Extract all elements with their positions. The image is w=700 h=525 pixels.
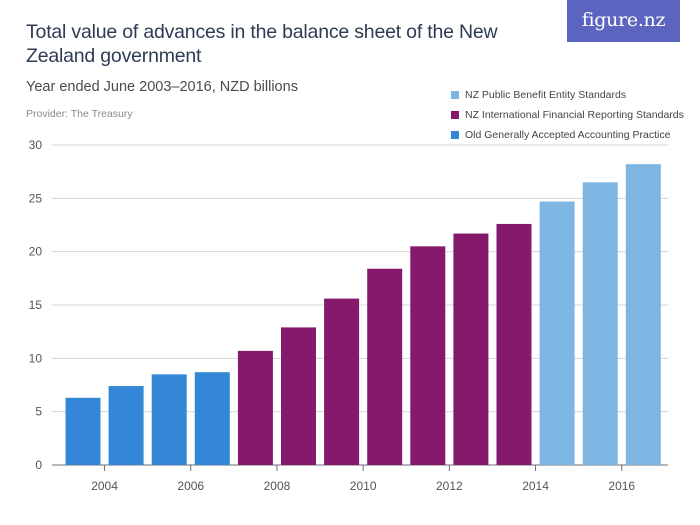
legend-item-gaap: Old Generally Accepted Accounting Practi…: [451, 125, 684, 145]
gridlines: [52, 144, 668, 466]
y-axis-ticks: 0 5 10 15 20 25 30: [29, 138, 43, 472]
y-tick-label: 5: [35, 405, 42, 419]
legend-swatch-pbe: [451, 91, 459, 99]
y-tick-label: 15: [29, 298, 43, 312]
chart-legend: NZ Public Benefit Entity Standards NZ In…: [451, 85, 684, 145]
x-tick-label: 2010: [350, 479, 377, 493]
y-tick-label: 0: [35, 458, 42, 472]
legend-swatch-ifrs: [451, 111, 459, 119]
figure-nz-logo[interactable]: figure.nz: [567, 0, 680, 42]
bar-2006[interactable]: [194, 372, 230, 465]
y-tick-label: 20: [29, 245, 43, 259]
bar-2007[interactable]: [237, 350, 273, 465]
bar-2015[interactable]: [582, 182, 618, 466]
legend-item-ifrs: NZ International Financial Reporting Sta…: [451, 105, 684, 125]
bar-2005[interactable]: [151, 374, 187, 465]
x-tick-label: 2016: [608, 479, 635, 493]
x-axis-ticks: 2004 2006 2008 2010 2012 2014 2016: [91, 465, 635, 493]
chart-subtitle: Year ended June 2003–2016, NZD billions: [26, 79, 298, 95]
y-tick-label: 10: [29, 351, 43, 365]
bar-2014[interactable]: [539, 201, 575, 466]
x-tick-label: 2008: [264, 479, 291, 493]
legend-label-pbe: NZ Public Benefit Entity Standards: [465, 89, 627, 101]
legend-label-gaap: Old Generally Accepted Accounting Practi…: [465, 129, 671, 141]
bar-2009[interactable]: [324, 298, 360, 465]
y-tick-label: 25: [29, 191, 43, 205]
bar-2016[interactable]: [625, 164, 661, 465]
x-tick-label: 2004: [91, 479, 118, 493]
bars: [65, 164, 661, 466]
x-tick-label: 2012: [436, 479, 463, 493]
legend-label-ifrs: NZ International Financial Reporting Sta…: [465, 109, 684, 121]
x-tick-label: 2006: [177, 479, 204, 493]
bar-2012[interactable]: [453, 233, 489, 465]
provider-label: Provider: The Treasury: [26, 108, 133, 120]
legend-item-pbe: NZ Public Benefit Entity Standards: [451, 85, 684, 105]
bar-2011[interactable]: [410, 246, 446, 465]
legend-swatch-gaap: [451, 131, 459, 139]
y-tick-label: 30: [29, 138, 43, 152]
bar-2003[interactable]: [65, 397, 101, 465]
chart-title: Total value of advances in the balance s…: [26, 21, 498, 67]
bar-2008[interactable]: [281, 327, 316, 465]
bar-2010[interactable]: [367, 268, 403, 465]
bar-2004[interactable]: [108, 386, 144, 465]
x-tick-label: 2014: [522, 479, 549, 493]
bar-2013[interactable]: [496, 223, 532, 465]
